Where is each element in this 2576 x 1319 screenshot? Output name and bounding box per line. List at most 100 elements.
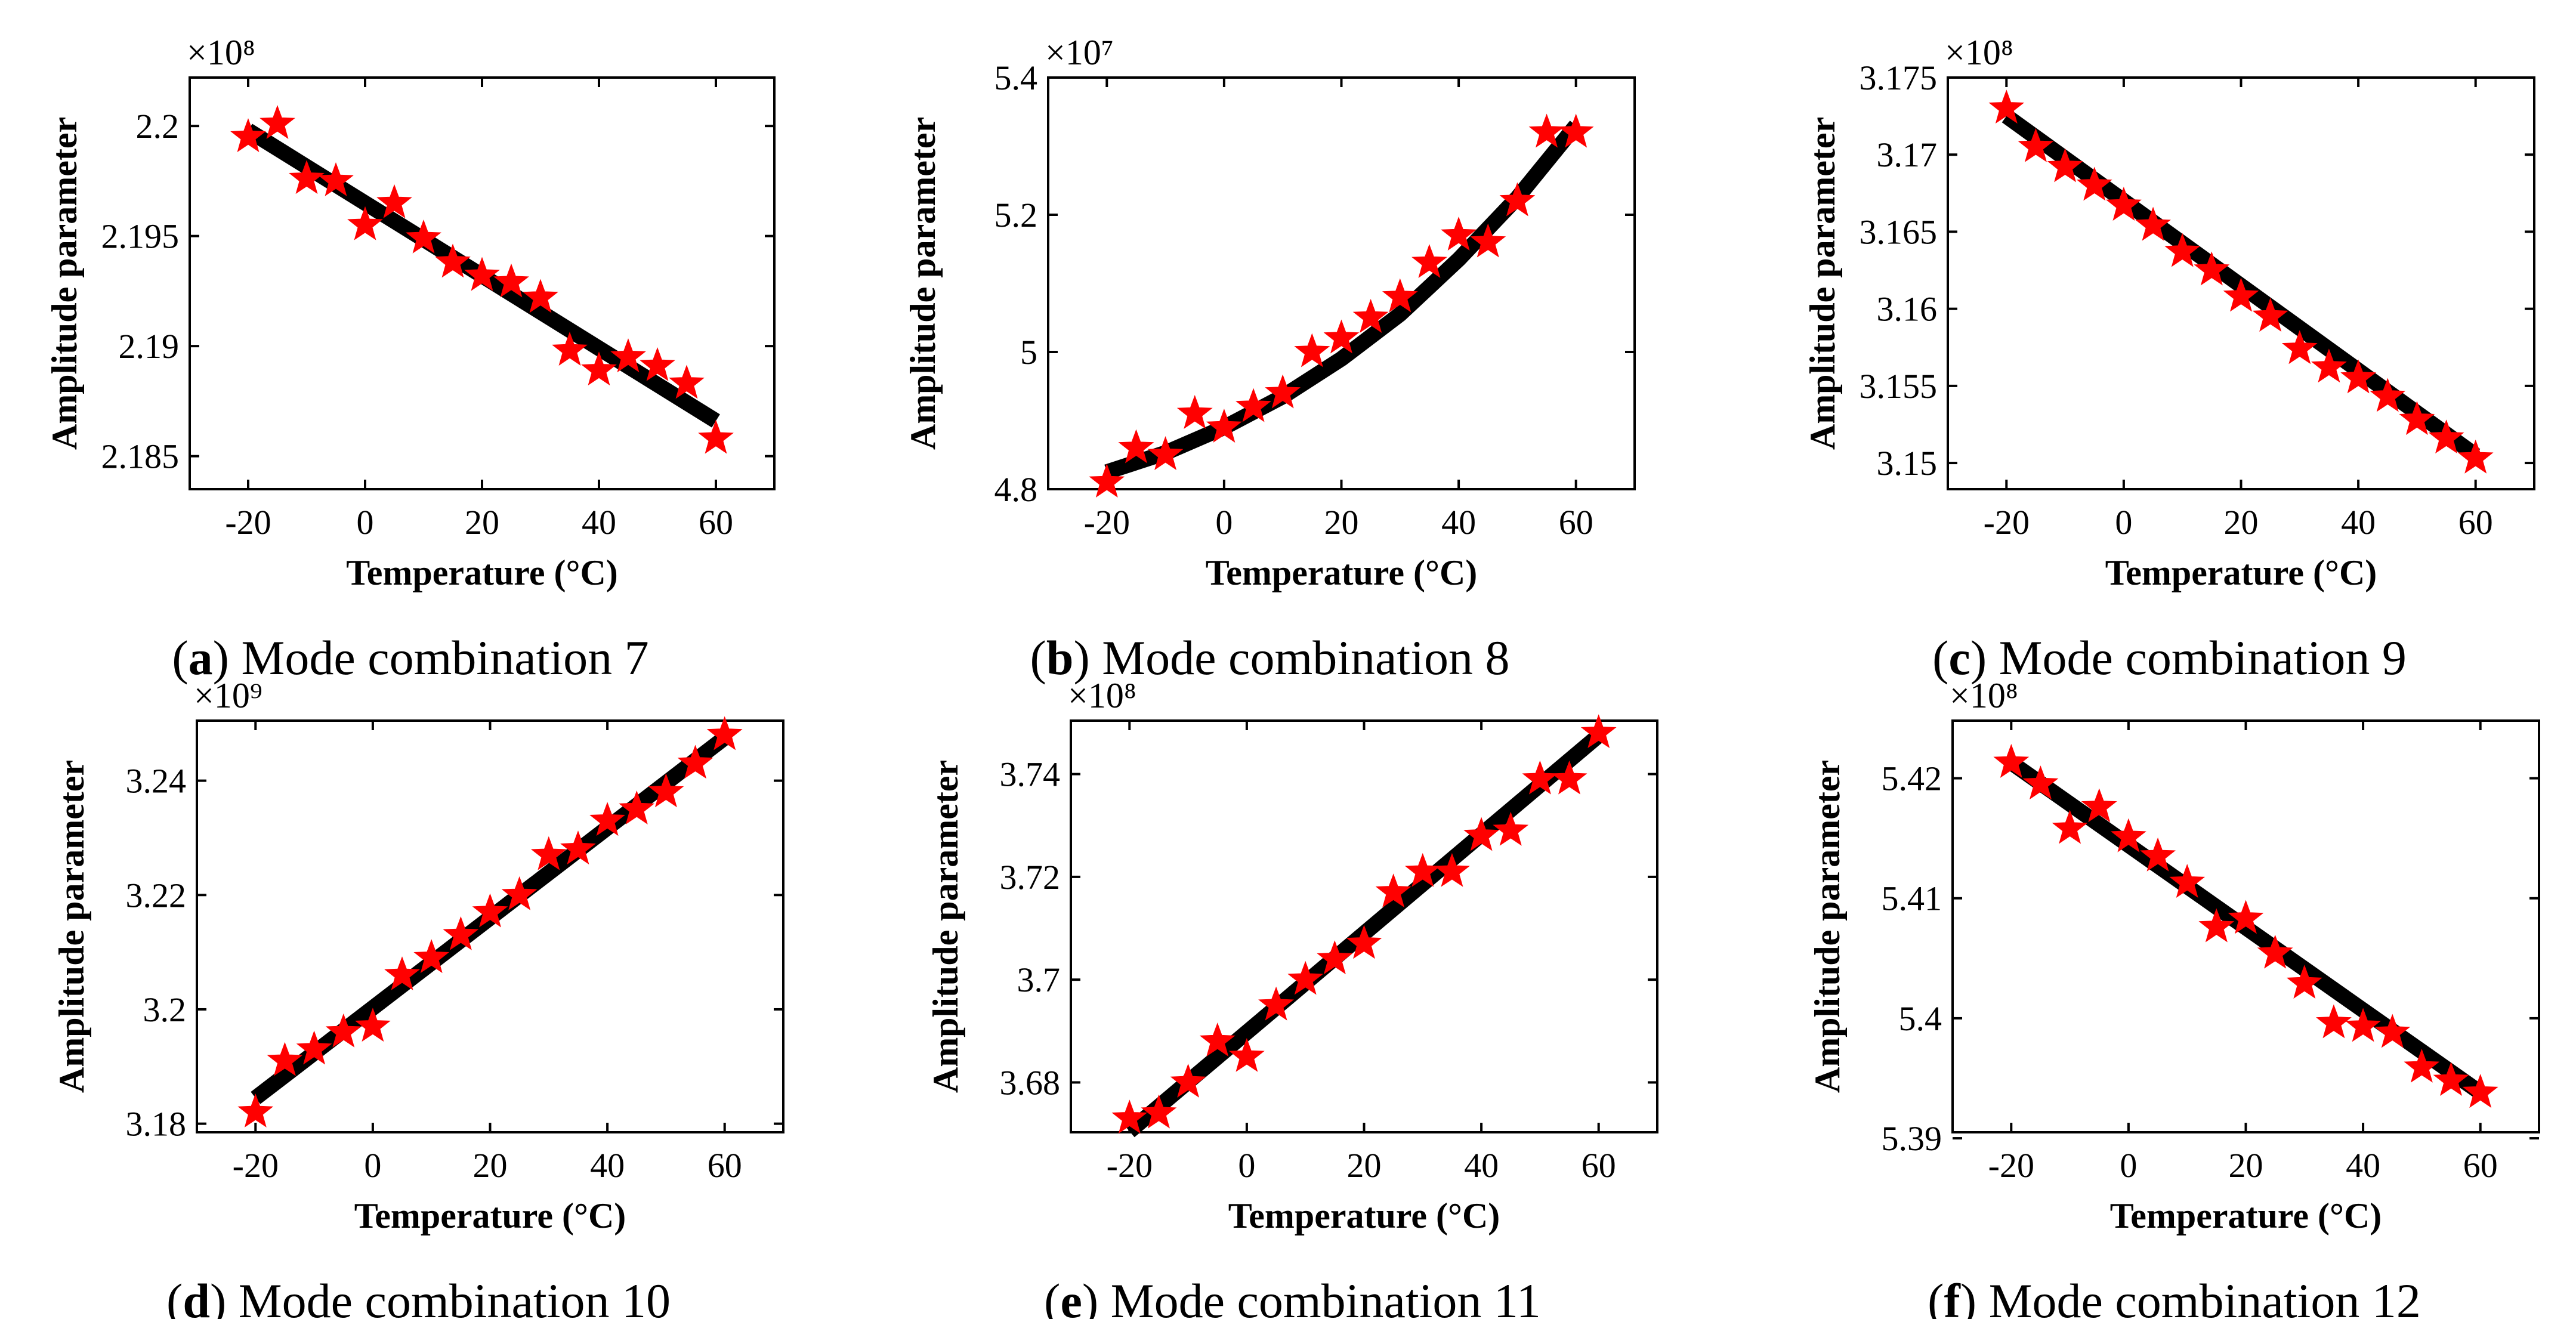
x-tick-label: 60 [708, 1146, 742, 1185]
data-point-star [1375, 873, 1411, 908]
data-point-star [2111, 818, 2146, 852]
data-point-star [2022, 765, 2059, 800]
data-point-star [589, 802, 625, 836]
data-point-star [1199, 1023, 1236, 1057]
data-point-star [698, 419, 734, 454]
data-point-star [355, 1008, 391, 1042]
caption-text: Mode combination 11 [1111, 1274, 1541, 1319]
y-tick-label: 2.2 [136, 107, 180, 146]
panel-caption: (a) Mode combination 7 [172, 631, 648, 685]
y-tick-label: 3.15 [1877, 444, 1938, 483]
data-point-star [260, 105, 295, 139]
exponent-label: ×10⁸ [1068, 676, 1136, 715]
data-point-star [289, 160, 325, 194]
data-point-star [2018, 128, 2054, 162]
chart-panel-f: -20 0 20 40 60 5.39 5.4 5.41 5.42 ×10⁸ Temperature… [1808, 676, 2540, 1319]
y-tick-label: 5.42 [1882, 759, 1942, 798]
x-axis-label: Temperature (°C) [354, 1196, 626, 1235]
exponent-label: ×10⁸ [187, 33, 255, 72]
y-tick-label: 5.2 [994, 196, 1038, 234]
y-tick-label: 5.4 [1899, 999, 1942, 1038]
x-tick-label: 20 [465, 503, 499, 542]
data-point-star [1118, 429, 1154, 464]
data-point-star [1499, 182, 1536, 217]
y-tick-label: 2.185 [101, 437, 180, 476]
x-tick-label: 0 [1238, 1146, 1255, 1185]
data-point-star [472, 893, 508, 928]
data-point-star [1558, 113, 1594, 148]
data-point-star [2340, 359, 2376, 394]
data-point-star [1111, 1099, 1148, 1134]
data-point-star [2257, 934, 2293, 969]
data-point-star [1089, 464, 1125, 498]
data-point-star [230, 118, 266, 153]
data-point-star [1346, 925, 1382, 959]
data-point-star [2286, 965, 2322, 999]
data-point-star [669, 364, 705, 399]
x-tick-label: 60 [1582, 1146, 1616, 1185]
y-tick-label: 3.2 [143, 990, 187, 1029]
data-point-star [2223, 277, 2259, 312]
exponent-label: ×10⁸ [1945, 33, 2013, 72]
caption-paren-close: ) [210, 1274, 239, 1319]
x-tick-label: 60 [699, 503, 733, 542]
x-tick-label: 20 [2229, 1146, 2263, 1185]
x-tick-label: 40 [1441, 503, 1476, 542]
caption-paren-open: ( [1928, 1274, 1944, 1319]
y-tick-label: 3.18 [126, 1105, 187, 1144]
data-point-star [1265, 374, 1301, 409]
data-point-star [523, 279, 558, 313]
data-point-star [1176, 395, 1213, 429]
caption-paren-open: ( [172, 631, 188, 685]
y-axis-label: Amplitude parameter [903, 117, 943, 450]
y-tick-label: 3.155 [1860, 367, 1938, 406]
panel-caption: (b) Mode combination 8 [1030, 631, 1510, 685]
data-point-star [325, 1013, 362, 1048]
caption-paren-close: ) [1082, 1274, 1111, 1319]
data-point-star [1294, 333, 1330, 367]
data-point-star [2106, 187, 2142, 221]
caption-letter: a [189, 631, 213, 685]
data-point-star [1141, 1094, 1177, 1129]
x-tick-label: 40 [2346, 1146, 2380, 1185]
data-point-star [2428, 419, 2464, 454]
y-tick-label: 3.175 [1860, 58, 1938, 97]
data-point-star [2228, 900, 2264, 934]
data-point-star [1317, 940, 1353, 975]
x-tick-label: -20 [1984, 503, 2030, 542]
x-axis-label: Temperature (°C) [2110, 1196, 2382, 1235]
x-tick-label: 20 [1347, 1146, 1382, 1185]
x-tick-label: 20 [1324, 503, 1359, 542]
data-point-star [1580, 714, 1617, 749]
x-tick-label: 40 [1464, 1146, 1499, 1185]
x-tick-label: -20 [1107, 1146, 1153, 1185]
exponent-label: ×10⁷ [1045, 33, 1114, 72]
caption-text: Mode combination 8 [1102, 631, 1509, 685]
x-tick-label: 60 [2463, 1146, 2498, 1185]
data-point-star [1993, 743, 2030, 778]
data-point-star [318, 162, 354, 196]
x-axis-label: Temperature (°C) [1228, 1196, 1500, 1235]
data-point-star [2399, 401, 2435, 435]
data-point-star [413, 939, 450, 974]
caption-letter: f [1944, 1274, 1961, 1319]
y-tick-label: 5.39 [1882, 1119, 1942, 1158]
y-tick-label: 3.17 [1877, 135, 1938, 174]
y-axis-label: Amplitude parameter [45, 117, 84, 450]
caption-paren-open: ( [166, 1274, 183, 1319]
data-point-star [648, 773, 684, 808]
data-point-star [1323, 319, 1360, 354]
data-point-star [501, 876, 538, 910]
data-point-star [435, 243, 471, 278]
data-point-star [267, 1042, 303, 1076]
data-point-star [1258, 986, 1294, 1021]
data-point-star [2047, 148, 2083, 183]
x-axis-label: Temperature (°C) [2105, 553, 2377, 592]
data-point-star [1434, 852, 1470, 887]
caption-text: Mode combination 12 [1989, 1274, 2421, 1319]
data-point-star [2374, 1014, 2411, 1048]
data-point-star [2194, 251, 2230, 286]
y-tick-label: 3.24 [126, 762, 187, 801]
data-point-star [1236, 388, 1271, 422]
data-point-star [1411, 244, 1447, 278]
